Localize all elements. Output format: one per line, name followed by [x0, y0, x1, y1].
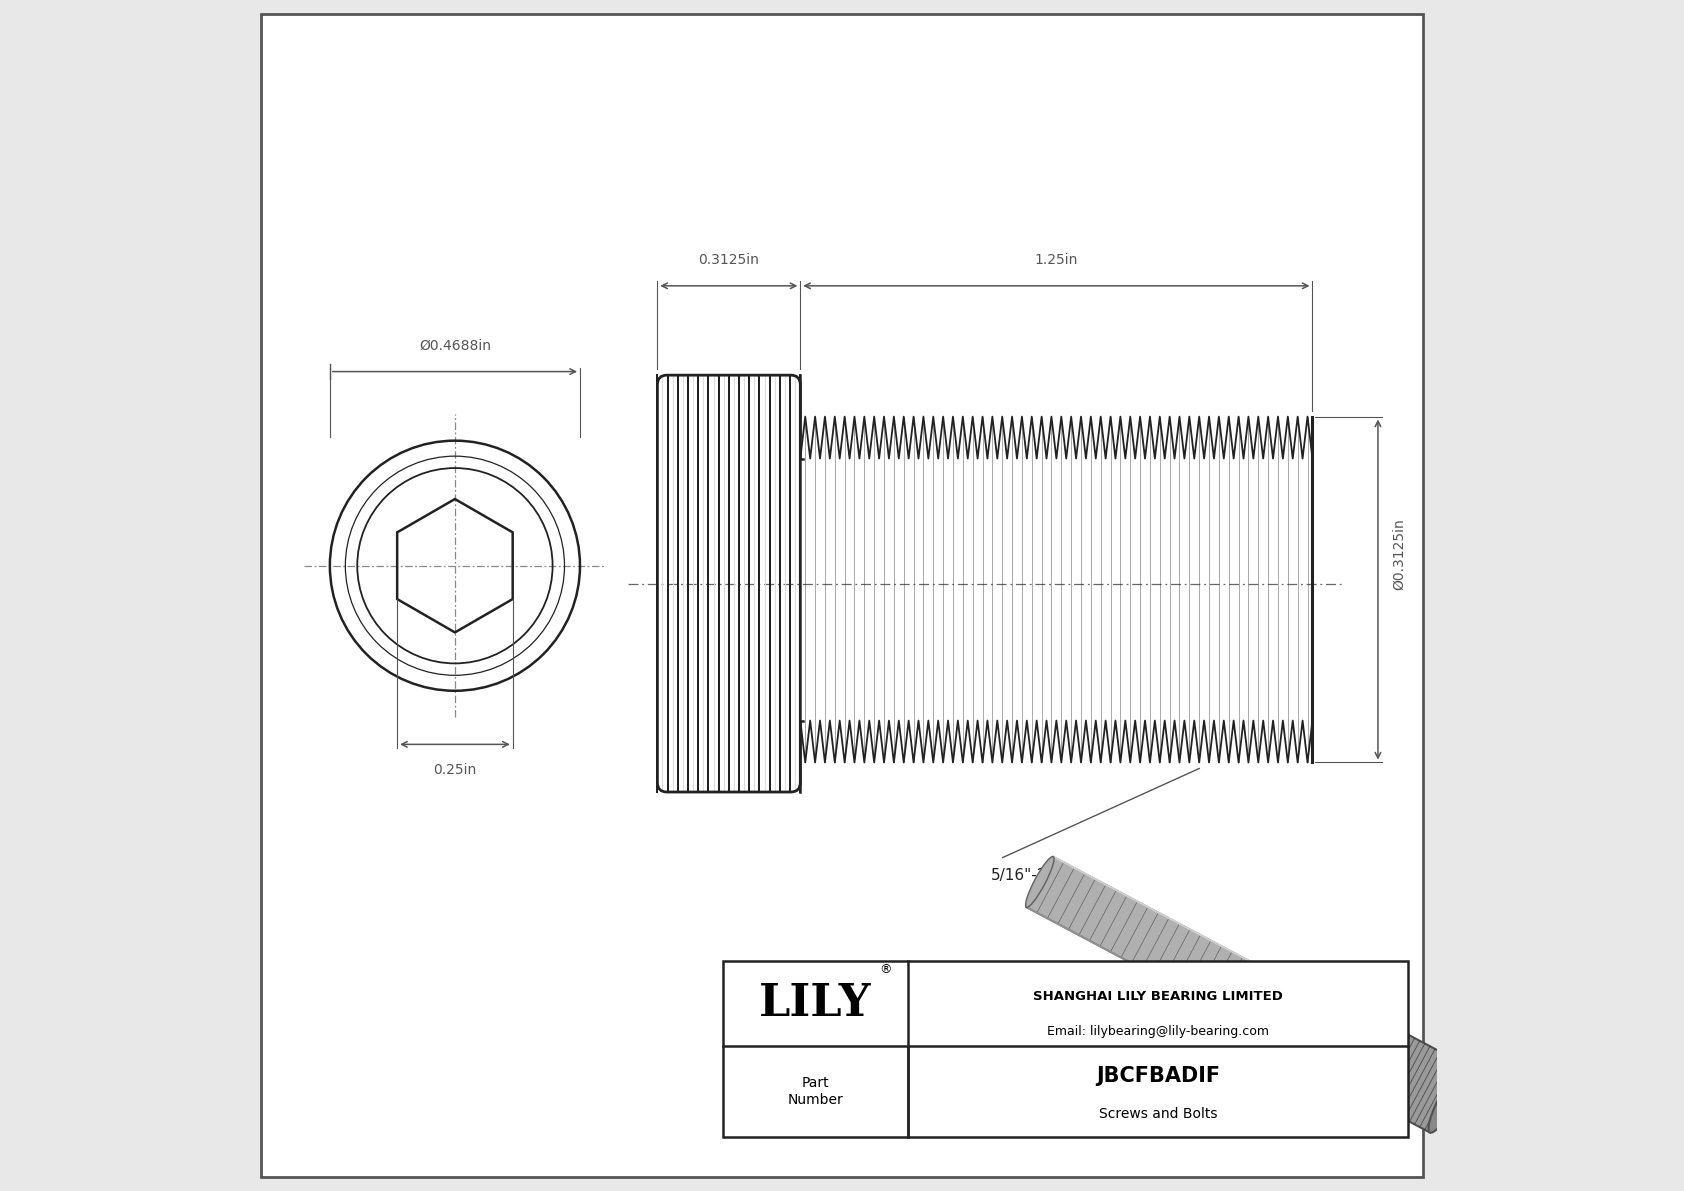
Bar — [800, 459, 1312, 721]
Text: ®: ® — [879, 964, 893, 977]
Text: Screws and Bolts: Screws and Bolts — [1098, 1108, 1218, 1122]
Text: SHANGHAI LILY BEARING LIMITED: SHANGHAI LILY BEARING LIMITED — [1032, 990, 1283, 1003]
Polygon shape — [1026, 856, 1389, 1086]
Text: JBCFBADIF: JBCFBADIF — [1096, 1066, 1219, 1086]
Text: 0.3125in: 0.3125in — [699, 252, 759, 267]
Text: Email: lilybearing@lily-bearing.com: Email: lilybearing@lily-bearing.com — [1047, 1025, 1268, 1039]
Ellipse shape — [1428, 1065, 1467, 1133]
Ellipse shape — [1440, 1086, 1455, 1112]
Text: Part
Number: Part Number — [788, 1077, 844, 1106]
Text: 1.25in: 1.25in — [1034, 252, 1078, 267]
Bar — [657, 375, 800, 792]
Text: 5/16"-24: 5/16"-24 — [990, 868, 1058, 883]
Text: 0.25in: 0.25in — [433, 763, 477, 778]
Text: LILY: LILY — [759, 981, 872, 1025]
Text: Ø0.4688in: Ø0.4688in — [419, 338, 492, 353]
Text: Ø0.3125in: Ø0.3125in — [1393, 518, 1406, 590]
Polygon shape — [1359, 1027, 1465, 1133]
Bar — [722, 961, 1408, 1137]
Ellipse shape — [1026, 856, 1054, 908]
